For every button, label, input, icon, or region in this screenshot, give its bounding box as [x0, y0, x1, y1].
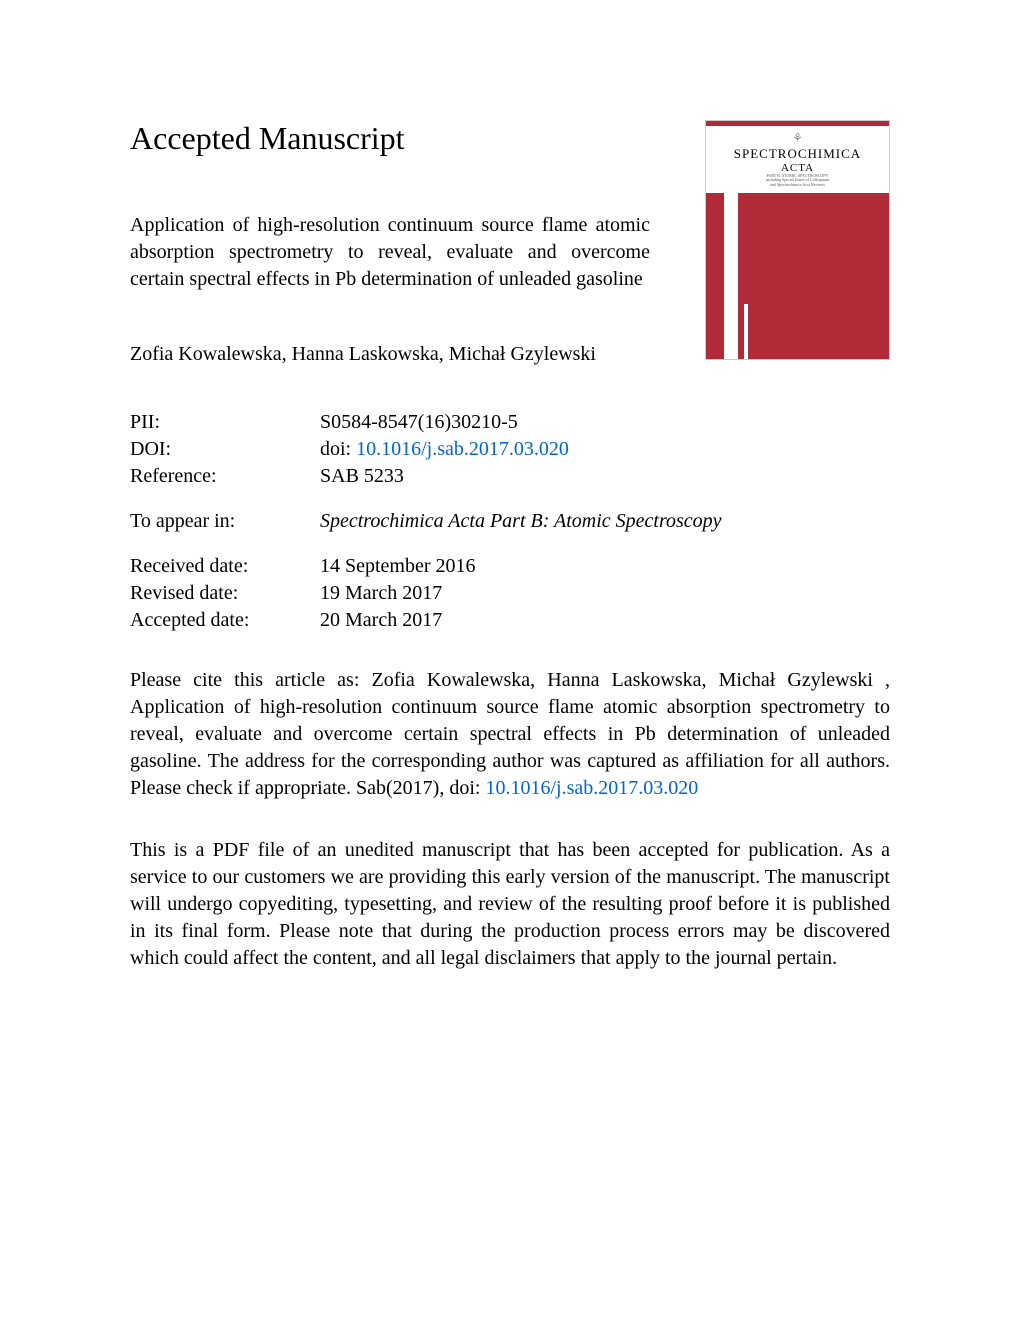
meta-label: To appear in: [130, 510, 320, 533]
journal-cover-thumbnail: ⚘ SPECTROCHIMICA ACTA PART B: ATOMIC SPE… [705, 120, 890, 360]
meta-value: Spectrochimica Acta Part B: Atomic Spect… [320, 510, 890, 533]
meta-label: PII: [130, 411, 320, 434]
doi-link[interactable]: 10.1016/j.sab.2017.03.020 [356, 438, 569, 460]
article-title: Application of high-resolution continuum… [130, 212, 650, 293]
meta-label: DOI: [130, 438, 320, 461]
meta-value: doi: 10.1016/j.sab.2017.03.020 [320, 438, 890, 461]
meta-row-pii: PII: S0584-8547(16)30210-5 [130, 411, 890, 434]
meta-value: 14 September 2016 [320, 555, 890, 578]
citation-paragraph: Please cite this article as: Zofia Kowal… [130, 667, 890, 802]
meta-label: Reference: [130, 465, 320, 488]
metadata-table: PII: S0584-8547(16)30210-5 DOI: doi: 10.… [130, 411, 890, 632]
cover-bar [724, 193, 738, 359]
publisher-logo-icon: ⚘ [706, 132, 889, 144]
journal-name-italic: Spectrochimica Acta Part B: Atomic Spect… [320, 510, 722, 532]
authors: Zofia Kowalewska, Hanna Laskowska, Micha… [130, 343, 680, 366]
meta-label: Received date: [130, 555, 320, 578]
meta-row-appear: To appear in: Spectrochimica Acta Part B… [130, 510, 890, 533]
cover-artwork [706, 193, 889, 359]
meta-row-reference: Reference: SAB 5233 [130, 465, 890, 488]
meta-label: Accepted date: [130, 609, 320, 632]
meta-row-revised: Revised date: 19 March 2017 [130, 582, 890, 605]
page-heading: Accepted Manuscript [130, 120, 680, 157]
meta-value: S0584-8547(16)30210-5 [320, 411, 890, 434]
meta-value: 19 March 2017 [320, 582, 890, 605]
meta-row-received: Received date: 14 September 2016 [130, 555, 890, 578]
meta-row-accepted: Accepted date: 20 March 2017 [130, 609, 890, 632]
cover-bar [744, 304, 748, 359]
doi-prefix: doi: [320, 438, 356, 460]
meta-value: 20 March 2017 [320, 609, 890, 632]
meta-label: Revised date: [130, 582, 320, 605]
cover-header: ⚘ SPECTROCHIMICA ACTA PART B: ATOMIC SPE… [706, 121, 889, 193]
citation-doi-link[interactable]: 10.1016/j.sab.2017.03.020 [485, 777, 698, 799]
disclaimer-paragraph: This is a PDF file of an unedited manusc… [130, 837, 890, 972]
cover-tagline-3: and Spectrochimica Acta Reviews [706, 183, 889, 187]
meta-row-doi: DOI: doi: 10.1016/j.sab.2017.03.020 [130, 438, 890, 461]
meta-value: SAB 5233 [320, 465, 890, 488]
cover-journal-name: SPECTROCHIMICA [706, 146, 889, 162]
